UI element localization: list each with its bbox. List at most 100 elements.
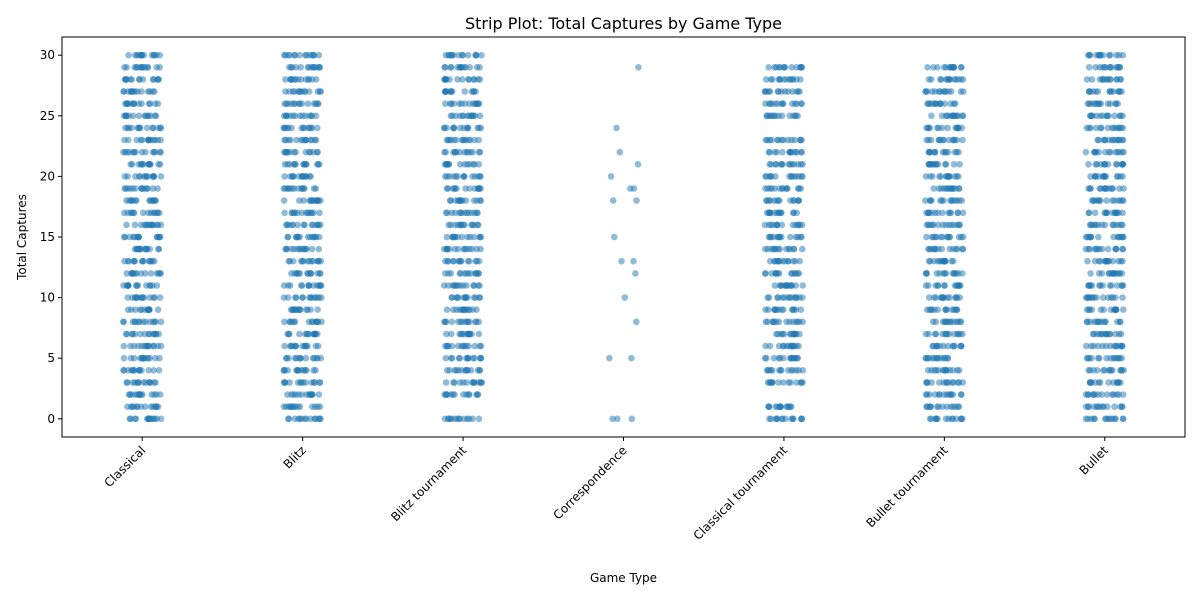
data-point bbox=[442, 342, 449, 350]
data-point bbox=[1085, 282, 1092, 289]
y-tick-label: 10 bbox=[40, 291, 55, 305]
data-point bbox=[304, 209, 312, 217]
data-point bbox=[1091, 379, 1099, 386]
data-point bbox=[476, 173, 484, 180]
data-point bbox=[1119, 197, 1127, 204]
data-point bbox=[156, 294, 164, 301]
data-point bbox=[1112, 294, 1119, 301]
data-point bbox=[131, 233, 138, 241]
data-point bbox=[135, 245, 142, 253]
data-point bbox=[312, 76, 320, 83]
data-point bbox=[132, 148, 139, 156]
data-point bbox=[443, 124, 450, 132]
data-point bbox=[456, 330, 463, 338]
data-point bbox=[443, 330, 450, 338]
data-point bbox=[143, 245, 150, 253]
data-point bbox=[459, 342, 467, 350]
data-point bbox=[925, 330, 932, 338]
data-point bbox=[1082, 148, 1090, 156]
data-point bbox=[464, 233, 471, 241]
data-point bbox=[940, 391, 948, 398]
data-point bbox=[1102, 257, 1110, 265]
data-point bbox=[782, 257, 789, 265]
data-point bbox=[951, 76, 958, 83]
data-point bbox=[288, 403, 296, 411]
data-point bbox=[1088, 76, 1096, 83]
data-point bbox=[466, 330, 474, 338]
data-point bbox=[1115, 136, 1122, 144]
data-point bbox=[304, 100, 312, 107]
data-point bbox=[303, 330, 311, 338]
data-point bbox=[291, 161, 299, 168]
data-point bbox=[793, 64, 800, 71]
data-point bbox=[443, 245, 451, 253]
data-point bbox=[305, 282, 312, 289]
data-point bbox=[950, 100, 958, 107]
data-point bbox=[1098, 330, 1105, 338]
data-point bbox=[283, 354, 290, 362]
data-point bbox=[146, 379, 154, 386]
data-point bbox=[302, 51, 310, 59]
data-point bbox=[1112, 245, 1119, 253]
data-point bbox=[1111, 403, 1118, 411]
data-point bbox=[155, 367, 163, 374]
data-point bbox=[305, 76, 313, 83]
data-point bbox=[129, 379, 137, 386]
data-point bbox=[783, 245, 790, 253]
data-point bbox=[132, 294, 139, 301]
data-point bbox=[155, 245, 162, 253]
data-point bbox=[287, 342, 294, 350]
data-point bbox=[931, 88, 939, 95]
data-point bbox=[281, 100, 288, 107]
data-point bbox=[1093, 294, 1100, 301]
data-point bbox=[450, 124, 458, 132]
data-point bbox=[285, 330, 293, 338]
data-point bbox=[1115, 379, 1122, 386]
data-point bbox=[461, 318, 469, 326]
data-point bbox=[284, 391, 291, 398]
data-point bbox=[151, 51, 158, 59]
y-axis: 0 5 10 15 20 25 30 bbox=[40, 48, 62, 426]
x-tick-label: Bullet bbox=[1077, 443, 1112, 478]
data-point bbox=[315, 391, 323, 398]
data-point bbox=[442, 379, 450, 386]
data-point bbox=[788, 415, 795, 423]
data-point bbox=[472, 51, 479, 59]
data-point bbox=[1082, 415, 1090, 423]
data-point bbox=[448, 318, 456, 326]
data-point bbox=[945, 379, 952, 386]
data-point bbox=[1091, 245, 1099, 253]
data-point bbox=[122, 100, 129, 107]
data-point bbox=[459, 76, 466, 83]
data-point bbox=[290, 391, 297, 398]
data-point bbox=[1110, 221, 1117, 229]
data-point bbox=[1119, 294, 1126, 301]
data-point bbox=[281, 161, 289, 168]
data-point bbox=[784, 294, 792, 301]
data-point bbox=[778, 330, 785, 338]
data-point bbox=[1112, 415, 1119, 423]
data-point bbox=[289, 88, 297, 95]
data-point bbox=[937, 354, 945, 362]
data-point bbox=[1082, 233, 1090, 241]
data-point bbox=[1109, 185, 1116, 192]
data-point bbox=[764, 294, 771, 301]
data-point bbox=[933, 403, 941, 411]
data-point bbox=[472, 88, 480, 95]
data-point bbox=[123, 330, 130, 338]
data-point bbox=[127, 161, 134, 168]
data-point bbox=[312, 233, 319, 241]
data-point bbox=[926, 257, 934, 265]
data-point bbox=[1093, 161, 1101, 168]
data-point bbox=[1110, 270, 1118, 277]
data-point bbox=[943, 367, 950, 374]
data-point bbox=[957, 88, 965, 95]
data-point bbox=[306, 148, 314, 156]
data-point bbox=[775, 197, 782, 204]
data-point bbox=[316, 403, 324, 411]
data-point bbox=[312, 342, 320, 350]
data-point bbox=[1093, 112, 1100, 120]
data-point bbox=[455, 257, 463, 265]
data-point bbox=[922, 354, 930, 362]
data-point bbox=[949, 136, 957, 144]
